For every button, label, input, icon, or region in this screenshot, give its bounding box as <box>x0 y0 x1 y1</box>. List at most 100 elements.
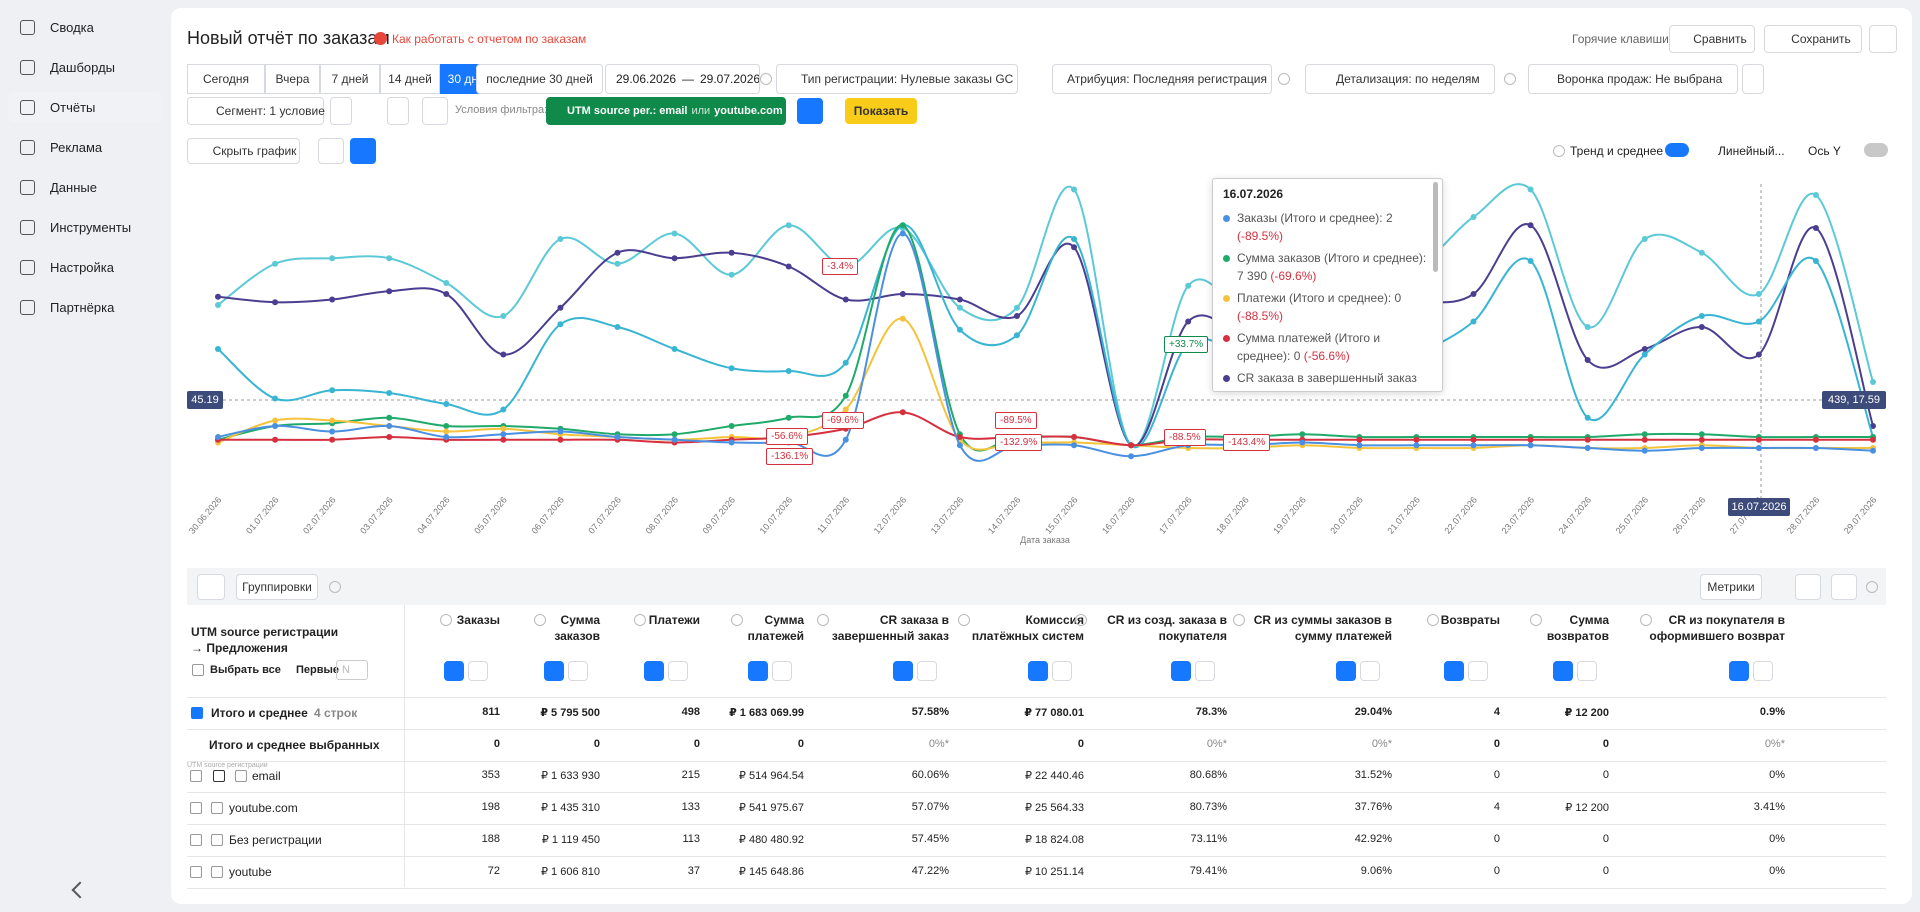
column-header[interactable]: Платежи <box>648 613 700 627</box>
period-select[interactable]: последние 30 дней <box>476 64 603 94</box>
tooltip-change: (-88.5%) <box>1237 309 1284 323</box>
x-tick-label: 05.07.2026 <box>472 495 509 536</box>
segment-save[interactable] <box>330 97 352 125</box>
refresh-button[interactable] <box>387 97 409 125</box>
trend-toggle[interactable] <box>1665 143 1689 157</box>
column-more-button[interactable] <box>772 661 792 681</box>
sidebar-item[interactable]: Настройка <box>50 259 114 275</box>
period-button[interactable]: 7 дней <box>320 64 380 94</box>
column-header[interactable]: Сумма платежей <box>747 613 804 643</box>
chart-type-button[interactable] <box>318 138 344 164</box>
sidebar-item[interactable]: Партнёрка <box>50 299 115 315</box>
column-header[interactable]: Комиссия платёжных систем <box>971 613 1084 643</box>
axis-toggle[interactable] <box>1864 143 1888 157</box>
period-button[interactable]: Вчера <box>265 64 320 94</box>
show-button[interactable]: Показать <box>845 98 917 124</box>
funnel-button[interactable] <box>1742 64 1764 94</box>
filter-chip[interactable]: UTM source per.: email или youtube.com +1 <box>546 97 799 125</box>
column-chart-button[interactable] <box>644 661 664 681</box>
hide-chart-button[interactable]: Скрыть график <box>187 138 300 164</box>
chart-type-button[interactable] <box>546 138 572 164</box>
column-header[interactable]: CR заказа в завершенный заказ <box>831 613 949 643</box>
total-checkbox[interactable] <box>191 707 203 719</box>
funnel-select[interactable]: Воронка продаж: Не выбрана <box>1528 64 1738 94</box>
column-header[interactable]: Заказы <box>456 613 500 627</box>
sidebar-icon <box>20 260 35 275</box>
sidebar-item[interactable]: Реклама <box>50 139 103 155</box>
column-more-button[interactable] <box>468 661 488 681</box>
chart-type-button[interactable] <box>448 138 474 164</box>
column-header[interactable]: CR из созд. заказа в покупателя <box>1107 613 1227 643</box>
row-checkbox[interactable] <box>211 866 223 878</box>
period-button[interactable]: Сегодня <box>187 64 265 94</box>
help-link[interactable]: Как работать с отчетом по заказам <box>392 32 587 46</box>
column-more-button[interactable] <box>1195 661 1215 681</box>
chart-type-button[interactable] <box>383 138 409 164</box>
metrics-button[interactable]: Метрики <box>1700 574 1762 600</box>
column-more-button[interactable] <box>668 661 688 681</box>
export-button[interactable] <box>197 574 225 600</box>
select-all-checkbox[interactable] <box>192 664 204 676</box>
column-chart-button[interactable] <box>1028 661 1048 681</box>
mode-select[interactable]: Линейный... <box>1718 144 1785 158</box>
data-point <box>272 260 279 267</box>
sidebar-item[interactable]: Инструменты <box>50 219 132 235</box>
column-more-button[interactable] <box>917 661 937 681</box>
attribution-select[interactable]: Атрибуция: Последняя регистрация <box>1052 64 1272 94</box>
expand-button[interactable] <box>190 834 202 846</box>
column-chart-button[interactable] <box>1171 661 1191 681</box>
hotkeys[interactable]: Горячие клавиши <box>1572 32 1669 46</box>
registration-select[interactable]: Тип регистрации: Нулевые заказы GC <box>776 64 1018 94</box>
column-chart-button[interactable] <box>748 661 768 681</box>
clear-button[interactable] <box>422 97 448 125</box>
sidebar-item[interactable]: Отчёты <box>8 92 162 122</box>
column-more-button[interactable] <box>1753 661 1773 681</box>
column-chart-button[interactable] <box>1553 661 1573 681</box>
segment-button[interactable]: Сегмент: 1 условие <box>187 97 325 125</box>
expand-button[interactable] <box>190 802 202 814</box>
period-button[interactable]: 14 дней <box>380 64 440 94</box>
row-cell: 4 <box>1493 801 1500 813</box>
save-button[interactable]: Сохранить <box>1764 25 1862 53</box>
detail-select[interactable]: Детализация: по неделям <box>1305 64 1495 94</box>
column-header[interactable]: Возвраты <box>1440 613 1500 627</box>
chart-type-button[interactable] <box>415 138 441 164</box>
download-button[interactable] <box>1795 574 1821 600</box>
column-header[interactable]: CR из покупателя в оформившего возврат <box>1649 613 1785 643</box>
sidebar-item[interactable]: Дашборды <box>50 59 115 75</box>
column-more-button[interactable] <box>568 661 588 681</box>
column-more-button[interactable] <box>1468 661 1488 681</box>
row-checkbox[interactable] <box>213 770 225 782</box>
select-all[interactable]: Выбрать все <box>210 664 281 676</box>
column-more-button[interactable] <box>1577 661 1597 681</box>
compare-button[interactable]: Сравнить <box>1669 25 1755 53</box>
column-chart-button[interactable] <box>1444 661 1464 681</box>
expand-button[interactable] <box>190 770 202 782</box>
column-header[interactable]: Сумма возвратов <box>1546 613 1609 643</box>
column-chart-button[interactable] <box>893 661 913 681</box>
column-chart-button[interactable] <box>1729 661 1749 681</box>
chart-type-button[interactable] <box>350 138 376 164</box>
copy-button[interactable] <box>1831 574 1857 600</box>
sidebar-item[interactable]: Данные <box>50 179 97 195</box>
row-checkbox[interactable] <box>211 834 223 846</box>
fullscreen-button[interactable] <box>1869 25 1897 53</box>
row-checkbox[interactable] <box>211 802 223 814</box>
column-chart-button[interactable] <box>444 661 464 681</box>
column-more-button[interactable] <box>1052 661 1072 681</box>
column-header[interactable]: CR из суммы заказов в сумму платежей <box>1253 613 1392 643</box>
column-chart-button[interactable] <box>1336 661 1356 681</box>
sidebar-item[interactable]: Сводка <box>50 19 94 35</box>
row-checkbox[interactable] <box>235 770 247 782</box>
chart-type-button[interactable] <box>481 138 507 164</box>
expand-button[interactable] <box>190 866 202 878</box>
column-more-button[interactable] <box>1360 661 1380 681</box>
column-header[interactable]: Сумма заказов <box>554 613 600 643</box>
add-filter-button[interactable] <box>797 98 823 124</box>
groupings-button[interactable]: Группировки <box>236 574 318 600</box>
collapse-button[interactable] <box>71 881 89 899</box>
column-chart-button[interactable] <box>544 661 564 681</box>
chart-type-button[interactable] <box>514 138 540 164</box>
date-range[interactable] <box>605 64 760 94</box>
first-input[interactable]: N <box>336 660 368 680</box>
